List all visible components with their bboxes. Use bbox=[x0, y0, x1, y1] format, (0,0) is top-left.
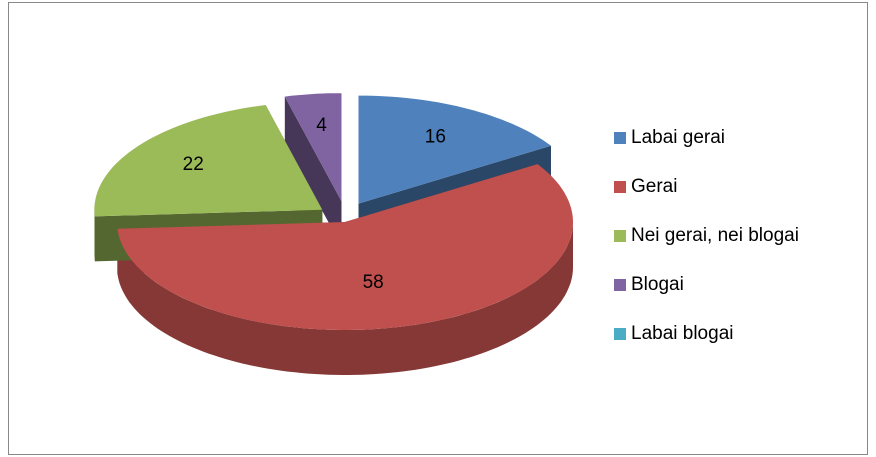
legend-label: Nei gerai, nei blogai bbox=[631, 225, 799, 246]
legend-swatch bbox=[614, 328, 626, 340]
legend: Labai gerai Gerai Nei gerai, nei blogai Blo… bbox=[614, 127, 799, 344]
slice bbox=[284, 93, 342, 202]
legend-label: Labai blogai bbox=[631, 323, 733, 344]
data-labels: 16 58 22 4 bbox=[183, 115, 446, 293]
data-label: 22 bbox=[183, 154, 204, 175]
pie-tops bbox=[94, 93, 574, 330]
slice-wall bbox=[117, 222, 574, 375]
slice bbox=[358, 95, 551, 204]
legend-label: Labai gerai bbox=[631, 127, 725, 148]
legend-swatch bbox=[614, 279, 626, 291]
slice bbox=[117, 164, 574, 330]
slice-side bbox=[284, 96, 342, 247]
legend-swatch bbox=[614, 230, 626, 242]
legend-swatch bbox=[614, 181, 626, 193]
data-label: 4 bbox=[316, 115, 327, 136]
legend-label: Blogai bbox=[631, 274, 684, 295]
slice-wall bbox=[94, 209, 95, 262]
data-label: 16 bbox=[425, 126, 446, 147]
legend-label: Gerai bbox=[631, 176, 677, 197]
legend-swatch bbox=[614, 132, 626, 144]
data-label: 58 bbox=[363, 272, 384, 293]
slice bbox=[94, 105, 323, 217]
